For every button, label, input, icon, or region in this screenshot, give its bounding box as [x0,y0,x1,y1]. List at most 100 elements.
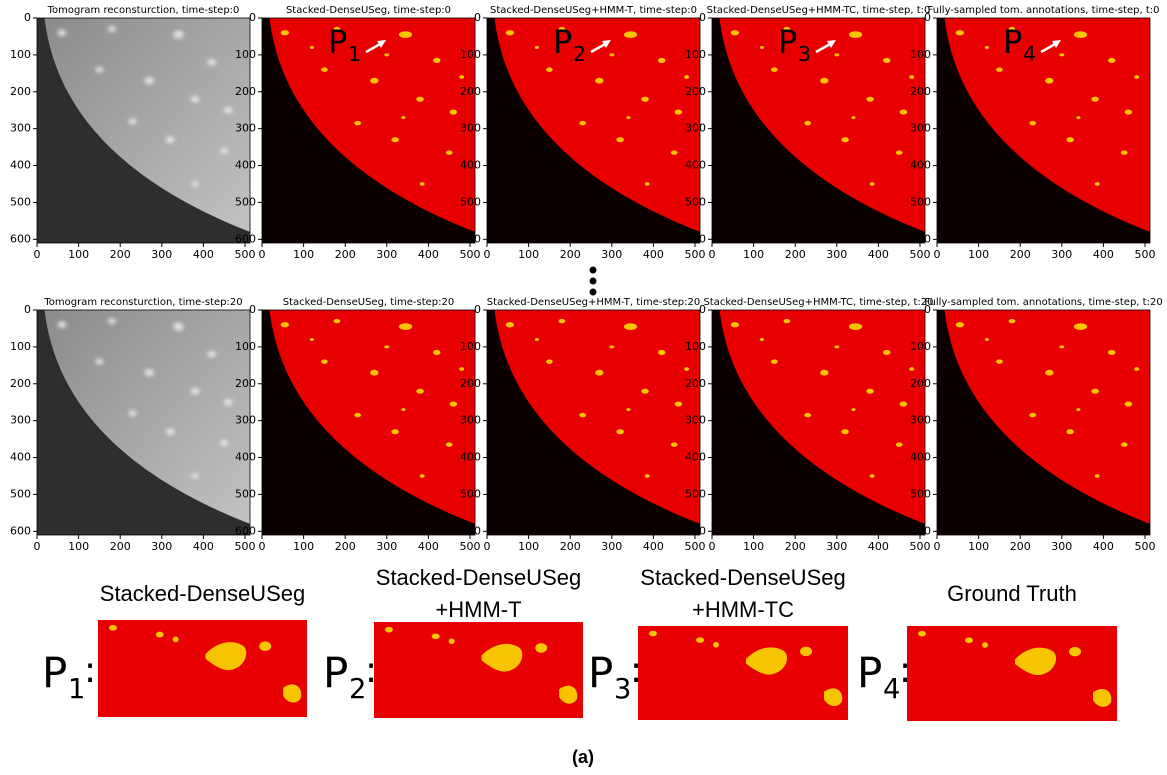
x-tick-label: 200 [110,540,131,553]
crop-image [638,626,848,720]
crop-image [98,620,307,717]
y-tick-label: 100 [235,48,256,61]
y-tick-label: 200 [460,85,481,98]
y-tick-label: 400 [460,159,481,172]
panel: Stacked-DenseUSeg+HMM-T, time-step:200 10… [460,297,706,553]
panel: Stacked-DenseUSeg, time-step:00 100 200 300… [235,5,481,261]
x-tick-label: 400 [418,248,439,261]
y-tick-label: 100 [10,48,31,61]
marker-arrowhead [827,40,836,48]
y-tick-label: 400 [685,451,706,464]
x-tick-label: 500 [1135,540,1156,553]
panel: Stacked-DenseUSeg, time-step:20 0 100 200 30… [235,297,481,553]
y-tick-label: 500 [235,195,256,208]
x-tick-label: 300 [1051,248,1072,261]
x-tick-label: 500 [685,540,706,553]
y-tick-label: 300 [235,122,256,135]
x-tick-label: 0 [484,248,491,261]
y-tick-label: 200 [910,377,931,390]
panel-title: Fully-sampled tom. annotations, time-ste… [927,5,1159,16]
crop-title: Stacked-DenseUSeg [376,565,581,590]
panel-title: Stacked-DenseUSeg+HMM-TC, time-step, t:0 [707,5,931,16]
panel: Stacked-DenseUSeg+HMM-T, time-step:00 100… [460,5,706,261]
y-tick-label: 0 [474,11,481,24]
marker-index: 4 [1023,42,1036,66]
x-tick-label: 300 [151,540,172,553]
panel-image [937,310,1150,535]
x-tick-label: 200 [785,248,806,261]
x-tick-label: 400 [868,540,889,553]
x-tick-label: 200 [785,540,806,553]
marker-arrowhead [602,40,611,48]
y-tick-label: 300 [460,414,481,427]
x-tick-label: 200 [335,540,356,553]
x-tick-label: 400 [1093,248,1114,261]
x-tick-label: 200 [110,248,131,261]
y-tick-label: 100 [685,48,706,61]
x-tick-label: 200 [1010,540,1031,553]
x-tick-label: 300 [151,248,172,261]
crop: Stacked-DenseUSeg +HMM-TC P 3: [588,565,848,720]
x-tick-label: 500 [460,540,481,553]
panel-image [37,310,250,535]
x-tick-label: 0 [34,248,41,261]
x-tick-label: 300 [376,248,397,261]
y-tick-label: 600 [910,232,931,245]
y-tick-label: 0 [699,303,706,316]
x-tick-label: 300 [601,248,622,261]
x-tick-label: 400 [868,248,889,261]
x-tick-label: 500 [235,248,256,261]
panel-frame [711,309,926,536]
y-tick-label: 0 [924,11,931,24]
panel: Fully-sampled tom. annotations, time-ste… [910,5,1160,261]
panel-frame [936,17,1151,244]
x-tick-label: 0 [259,540,266,553]
x-tick-label: 200 [335,248,356,261]
marker-index: 2 [573,42,586,66]
marker-letter: P [328,23,347,61]
y-tick-label: 0 [24,11,31,24]
x-tick-label: 0 [34,540,41,553]
x-tick-label: 100 [68,248,89,261]
x-tick-label: 500 [910,540,931,553]
y-tick-label: 0 [474,303,481,316]
panel-frame [936,309,1151,536]
y-tick-label: 500 [10,487,31,500]
y-tick-label: 300 [460,122,481,135]
y-tick-label: 600 [685,524,706,537]
y-tick-label: 400 [10,451,31,464]
y-tick-label: 500 [685,195,706,208]
crop-title: +HMM-T [435,597,521,622]
y-tick-label: 200 [460,377,481,390]
panel-frame [261,17,476,244]
crop-title: +HMM-TC [692,597,794,622]
y-tick-label: 500 [685,487,706,500]
marker-index: 2 [349,674,366,705]
marker-index: 1 [68,674,85,705]
y-tick-label: 400 [10,159,31,172]
panel-image [487,310,700,535]
x-tick-label: 500 [1135,248,1156,261]
y-tick-label: 400 [910,159,931,172]
panel-frame [486,309,701,536]
x-tick-label: 400 [643,540,664,553]
separator: : [630,650,642,691]
x-tick-label: 300 [601,540,622,553]
y-tick-label: 0 [699,11,706,24]
y-tick-label: 100 [10,340,31,353]
marker-index: 3 [798,42,811,66]
x-tick-label: 100 [968,248,989,261]
x-tick-label: 100 [968,540,989,553]
y-tick-label: 400 [910,451,931,464]
x-tick-label: 0 [934,248,941,261]
marker-letter: P [1003,23,1022,61]
separator: : [899,650,911,691]
x-tick-label: 0 [934,540,941,553]
panel-title: Stacked-DenseUSeg, time-step:20 [283,297,454,308]
caption: (a) [572,747,594,767]
y-tick-label: 500 [460,195,481,208]
x-tick-label: 100 [518,540,539,553]
y-tick-label: 500 [460,487,481,500]
panel: Stacked-DenseUSeg+HMM-TC, time-step, t:2… [685,297,934,553]
